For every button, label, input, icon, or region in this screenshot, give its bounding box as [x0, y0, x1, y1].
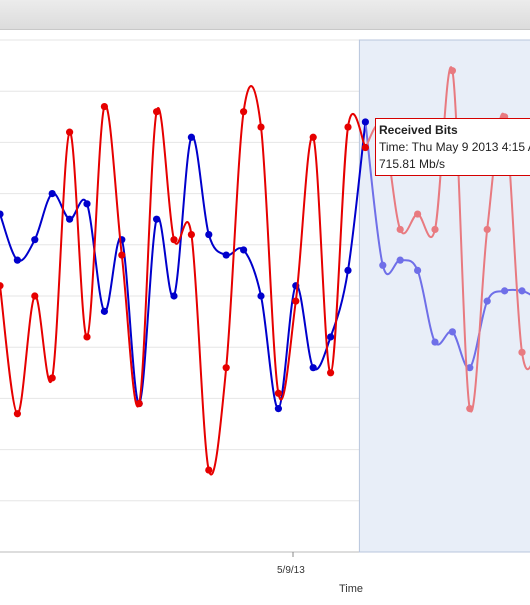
data-point-received — [0, 282, 4, 290]
data-point-sent — [518, 287, 526, 295]
x-axis-title: Time — [339, 583, 364, 595]
data-point-received — [257, 123, 265, 131]
data-point-sent — [344, 266, 352, 274]
data-point-sent — [448, 328, 456, 336]
data-point-received — [205, 466, 213, 474]
window-title-bar — [0, 0, 530, 30]
data-point-sent — [31, 236, 39, 244]
data-point-received — [135, 399, 143, 408]
data-point-sent — [66, 215, 74, 223]
data-point-sent — [205, 230, 213, 239]
series-line-received — [364, 66, 530, 413]
data-point-received — [361, 143, 369, 152]
x-tick-label: 5/9/13 — [277, 565, 305, 576]
data-point-received — [13, 410, 21, 418]
tooltip-time: Time: Thu May 9 2013 4:15 AM — [379, 140, 530, 154]
data-point-sent — [100, 307, 108, 315]
data-point-sent — [466, 364, 474, 372]
data-point-sent — [83, 200, 91, 208]
data-point-sent — [361, 118, 369, 126]
data-point-sent — [501, 287, 509, 295]
data-point-sent — [309, 364, 317, 372]
data-point-sent — [187, 133, 195, 141]
data-point-received — [240, 108, 248, 116]
data-point-received — [466, 405, 474, 413]
data-point-sent — [379, 261, 387, 269]
tooltip-value: 715.81 Mb/s — [379, 157, 446, 171]
tooltip-series-name: Received Bits — [379, 123, 458, 137]
series-line-received — [0, 85, 367, 476]
data-point-received — [327, 369, 335, 377]
data-point-received — [292, 297, 300, 305]
data-point-sent — [153, 215, 161, 223]
data-point-sent — [414, 266, 422, 274]
data-point-received — [222, 364, 230, 372]
data-point-sent — [396, 256, 404, 264]
data-point-received — [66, 128, 74, 136]
data-point-sent — [222, 251, 230, 259]
series-line-sent — [0, 121, 367, 410]
data-point-received — [100, 102, 108, 111]
data-point-received — [309, 133, 317, 141]
data-point-received — [187, 230, 195, 239]
data-point-sent — [431, 338, 439, 346]
data-tooltip: Received Bits Time: Thu May 9 2013 4:15 … — [375, 118, 530, 176]
data-point-sent — [170, 292, 178, 300]
data-point-received — [448, 67, 456, 75]
data-point-received — [344, 123, 352, 131]
data-point-received — [83, 333, 91, 341]
data-point-sent — [0, 210, 4, 218]
data-point-sent — [257, 292, 265, 300]
data-point-received — [431, 225, 439, 234]
data-point-received — [48, 374, 56, 382]
data-point-received — [274, 389, 282, 397]
data-point-received — [483, 225, 491, 234]
data-point-sent — [13, 256, 21, 264]
data-point-sent — [240, 246, 248, 254]
data-point-received — [118, 251, 126, 259]
data-point-received — [518, 348, 526, 356]
data-point-received — [153, 108, 161, 116]
data-point-sent — [48, 190, 56, 198]
data-point-received — [170, 236, 178, 244]
data-point-sent — [274, 405, 282, 413]
data-point-sent — [483, 297, 491, 305]
data-point-received — [31, 292, 39, 300]
data-point-received — [414, 210, 422, 218]
data-point-received — [396, 225, 404, 234]
data-point-sent — [327, 333, 335, 341]
